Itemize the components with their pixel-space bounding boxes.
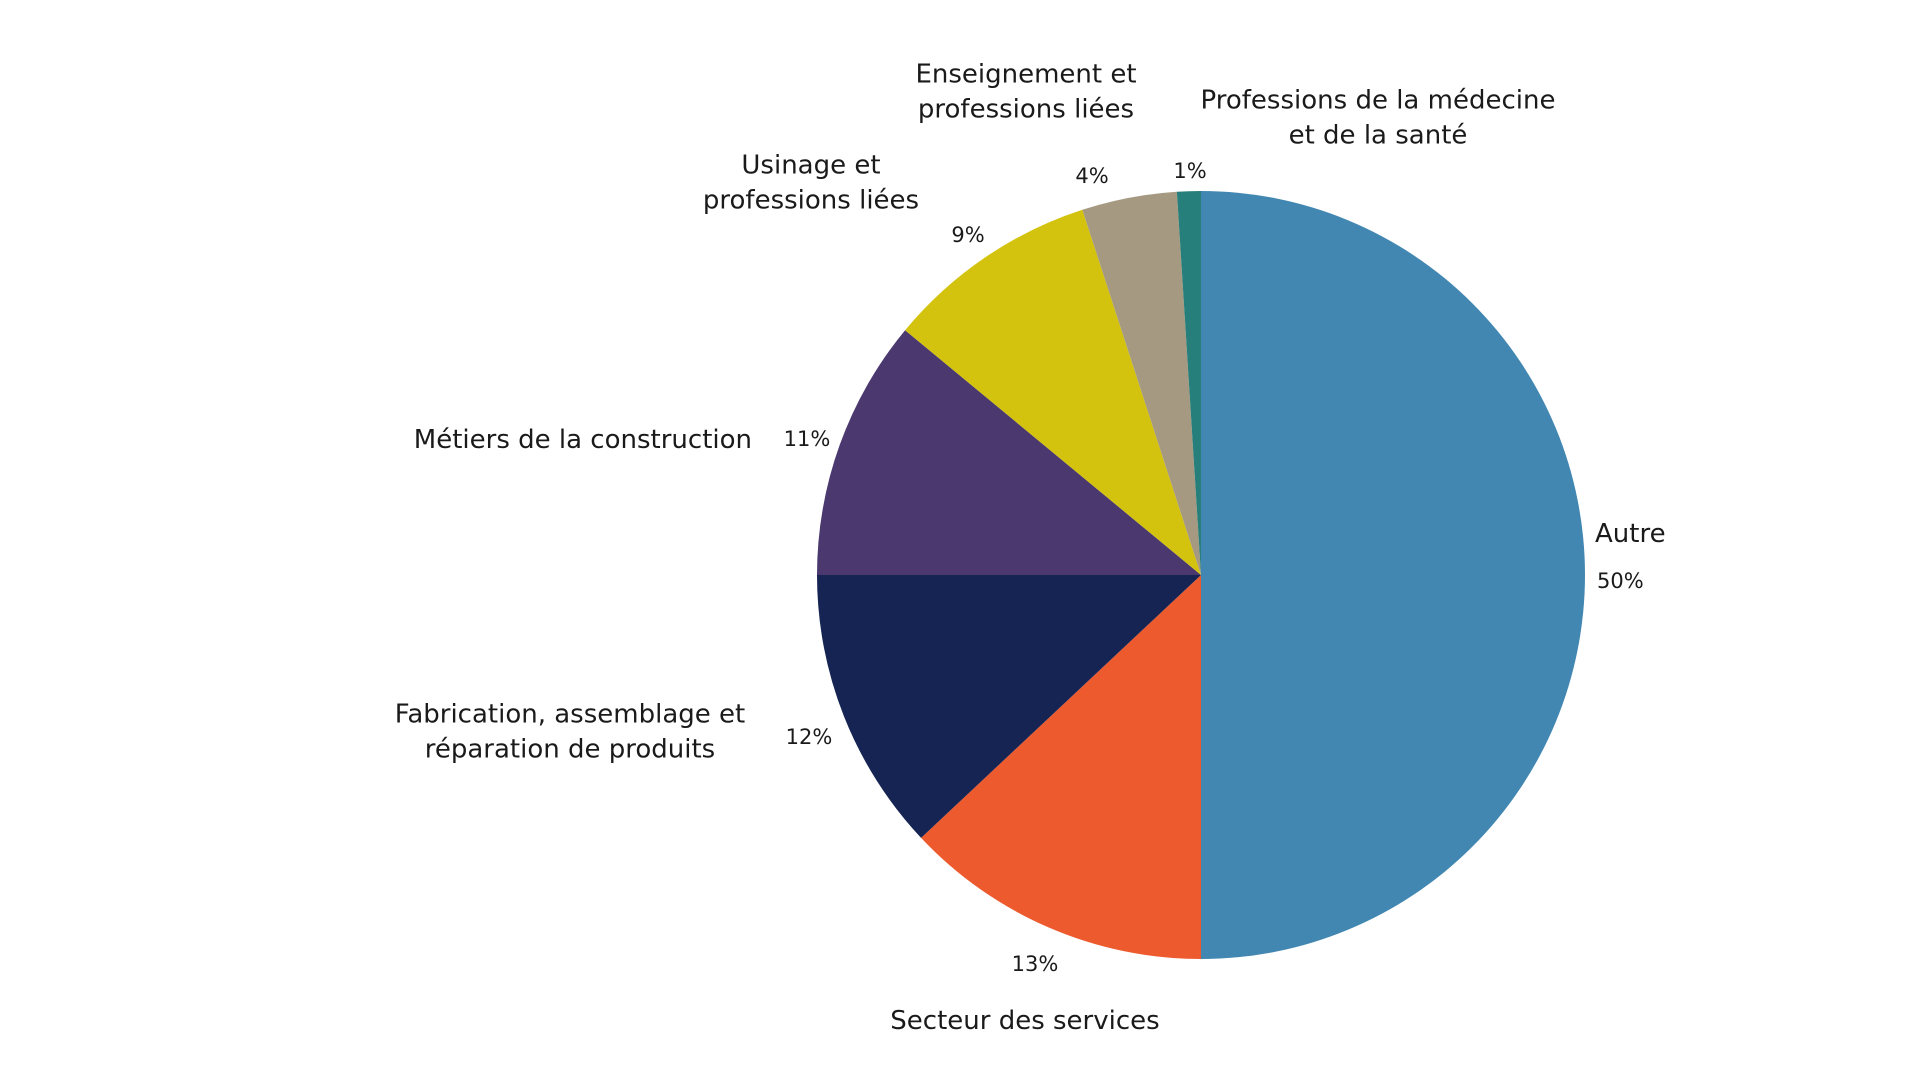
- slice-category-label-5: Enseignement et professions liées: [915, 60, 1136, 125]
- pie-slice-6: [1176, 191, 1201, 575]
- slice-category-label-4: Usinage et professions liées: [703, 151, 919, 216]
- pie-slice-0: [1201, 191, 1585, 959]
- slice-value-label-6: 1%: [1173, 159, 1206, 183]
- pie-labels: Autre 50% Secteur des services 13% Fabricati…: [395, 60, 1666, 1037]
- slice-category-label-2: Fabrication, assemblage et réparation de …: [395, 700, 745, 765]
- slice-value-label-4: 9%: [951, 223, 984, 247]
- slice-category-label-0: Autre: [1595, 519, 1666, 549]
- slice-value-label-2: 12%: [786, 725, 833, 749]
- pie-slices: [817, 191, 1585, 959]
- slice-category-label-3: Métiers de la construction: [414, 425, 752, 455]
- pie-slice-3: [817, 330, 1201, 575]
- pie-slice-2: [817, 575, 1201, 838]
- pie-slice-1: [921, 575, 1201, 959]
- slice-category-label-6: Professions de la médecine et de la santé: [1201, 86, 1556, 151]
- pie-slice-5: [1082, 191, 1201, 575]
- pie-slice-4: [905, 209, 1201, 576]
- slice-value-label-0: 50%: [1597, 569, 1644, 593]
- slice-value-label-5: 4%: [1075, 164, 1108, 188]
- slice-value-label-1: 13%: [1012, 952, 1059, 976]
- slice-category-label-1: Secteur des services: [890, 1006, 1159, 1036]
- slice-value-label-3: 11%: [784, 427, 831, 451]
